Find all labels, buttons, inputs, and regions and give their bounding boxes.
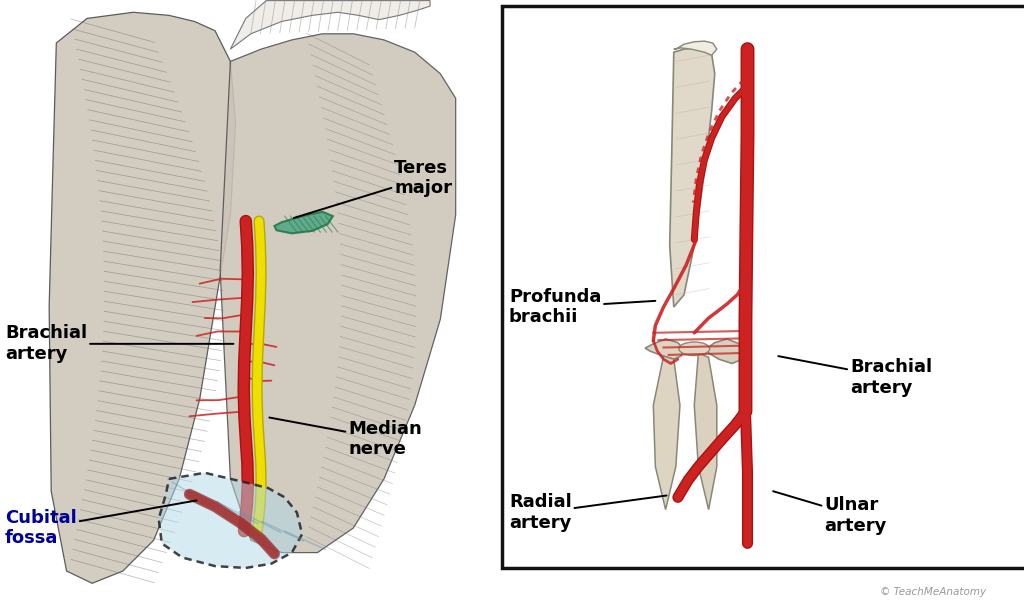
Text: Brachial
artery: Brachial artery bbox=[5, 324, 233, 363]
Text: Ulnar
artery: Ulnar artery bbox=[773, 491, 887, 535]
Polygon shape bbox=[274, 212, 333, 233]
Polygon shape bbox=[230, 1, 430, 49]
Polygon shape bbox=[707, 339, 745, 363]
Text: Teres
major: Teres major bbox=[294, 158, 453, 218]
Text: © TeachMeAnatomy: © TeachMeAnatomy bbox=[880, 587, 986, 597]
Polygon shape bbox=[159, 473, 302, 568]
Text: Brachial
artery: Brachial artery bbox=[778, 356, 932, 397]
Text: Radial
artery: Radial artery bbox=[509, 493, 667, 532]
Text: Median
nerve: Median nerve bbox=[269, 418, 422, 459]
Polygon shape bbox=[645, 339, 684, 359]
Text: Profunda
brachii: Profunda brachii bbox=[509, 287, 655, 327]
Polygon shape bbox=[674, 41, 717, 55]
Polygon shape bbox=[49, 12, 236, 583]
Bar bbox=[502, 6, 1024, 568]
Ellipse shape bbox=[679, 342, 710, 356]
Polygon shape bbox=[220, 34, 456, 553]
Polygon shape bbox=[653, 356, 680, 510]
Polygon shape bbox=[670, 48, 715, 307]
Text: Cubital
fossa: Cubital fossa bbox=[5, 500, 197, 548]
Polygon shape bbox=[694, 353, 717, 510]
